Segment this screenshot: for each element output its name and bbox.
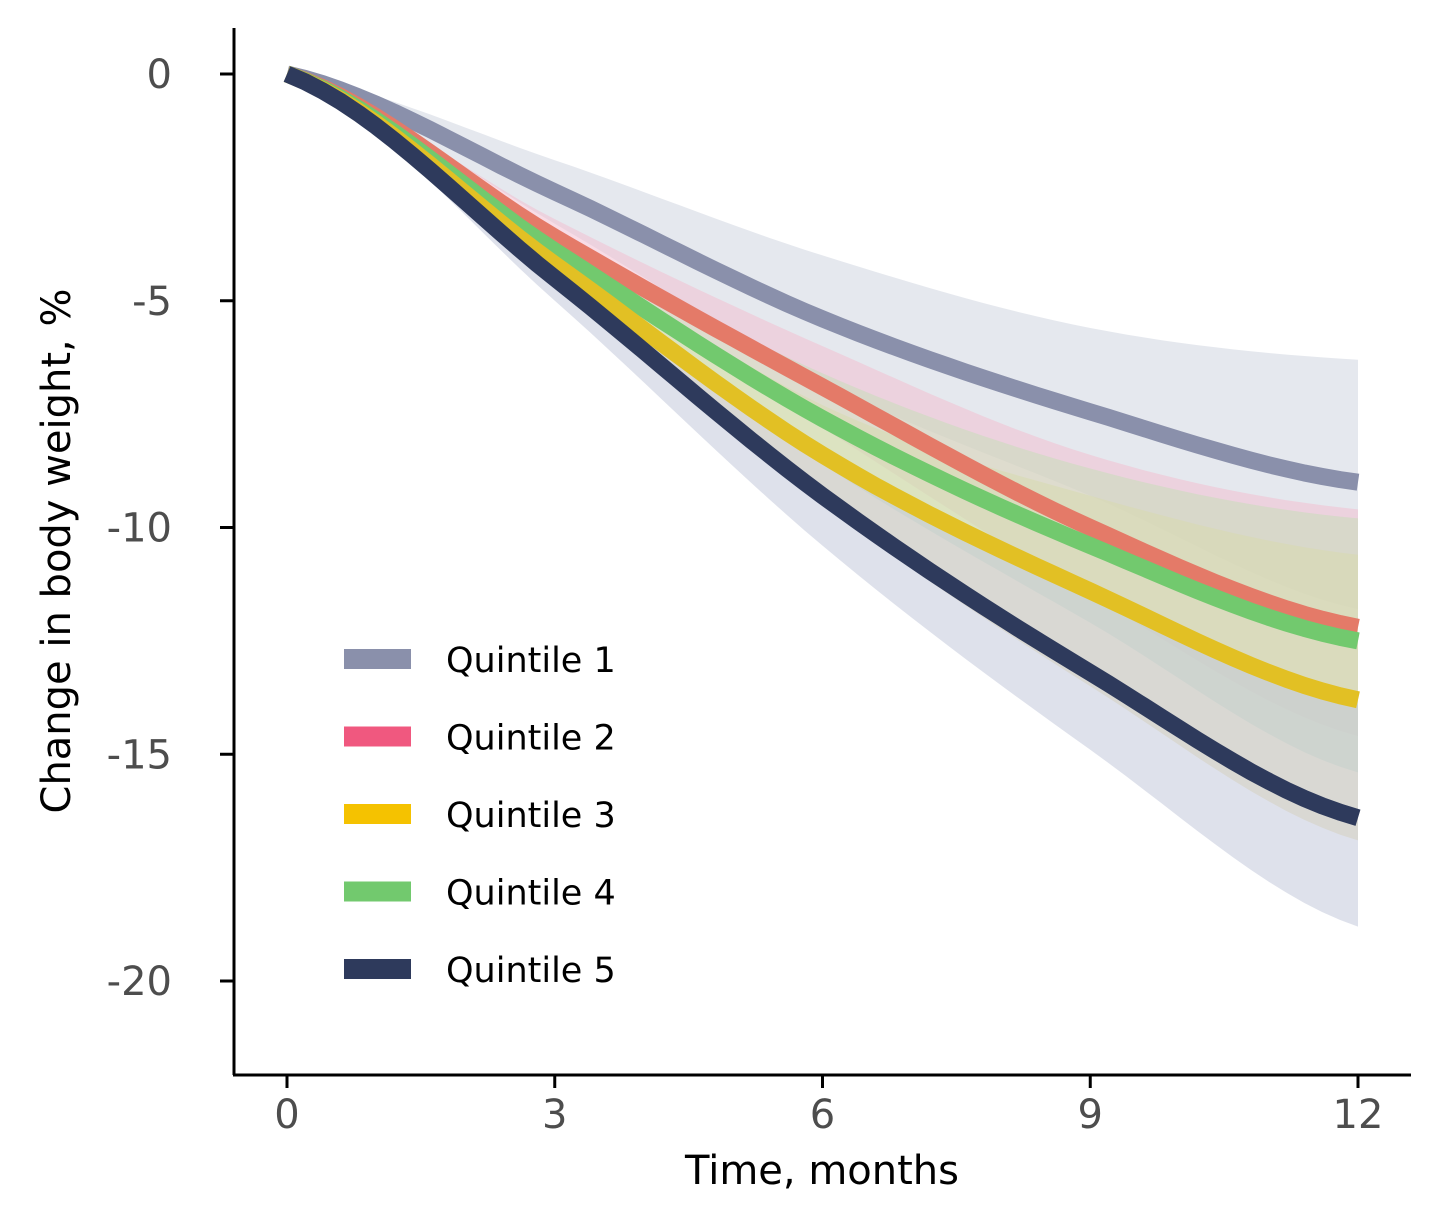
legend-label: Quintile 1 [446,641,616,681]
y-tick-label: -15 [107,732,172,778]
legend-item: Quintile 4 [344,874,616,914]
y-tick-label: -20 [107,959,172,1005]
legend-swatch [344,649,411,669]
x-axis-title: Time, months [684,1148,959,1194]
legend-item: Quintile 3 [344,796,616,836]
series-line-quintile-5 [283,66,1361,826]
legend-swatch [344,726,411,747]
x-tick-label: 0 [274,1092,299,1138]
legend: Quintile 1 Quintile 2 Quintile 3 Quintile 4… [344,641,616,991]
legend-swatch [344,881,411,902]
y-tick-label: -10 [107,506,172,552]
x-tick-label: 12 [1333,1092,1384,1138]
y-tick-label: 0 [147,52,172,98]
legend-item: Quintile 2 [344,719,616,759]
legend-label: Quintile 2 [446,719,616,759]
x-tick-label: 9 [1078,1092,1103,1138]
y-ticks: 0 -5 -10 -15 -20 [107,52,234,1005]
series-lines [283,65,1361,826]
legend-label: Quintile 4 [446,874,616,914]
legend-swatch [344,804,411,824]
legend-swatch [344,959,411,979]
x-ticks: 0 3 6 9 12 [274,1075,1383,1138]
legend-item: Quintile 5 [344,951,616,991]
x-tick-label: 6 [810,1092,835,1138]
y-axis-title: Change in body weight, % [34,289,80,814]
x-tick-label: 3 [542,1092,567,1138]
legend-item: Quintile 1 [344,641,616,681]
legend-label: Quintile 3 [446,796,616,836]
legend-label: Quintile 5 [446,951,616,991]
y-tick-label: -5 [132,279,172,325]
series-line-quintile-1 [284,65,1360,491]
